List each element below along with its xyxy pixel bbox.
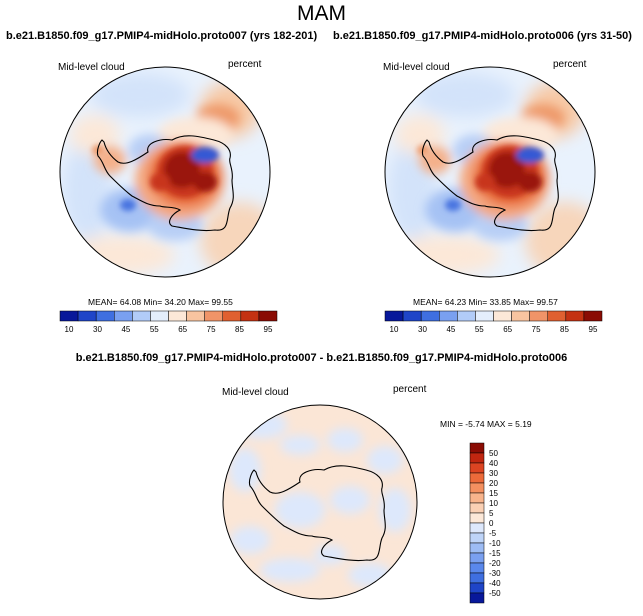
right-panel-title: b.e21.B1850.f09_g17.PMIP4-midHolo.proto0…: [333, 30, 632, 42]
diff-colorbar-tick-label: 40: [489, 459, 498, 468]
diff-colorbar-tick-label: -50: [489, 589, 501, 598]
right-colorbar-tick-label: 10: [390, 325, 399, 334]
right-colorbar-tick-label: 75: [532, 325, 541, 334]
left-stats: MEAN= 64.08 Min= 34.20 Max= 99.55: [88, 297, 233, 307]
right-colorbar-swatch: [402, 310, 422, 322]
diff-colorbar-swatch: [469, 582, 485, 594]
diff-panel-title: b.e21.B1850.f09_g17.PMIP4-midHolo.proto0…: [75, 352, 568, 364]
diff-colorbar-swatch: [469, 522, 485, 534]
right-colorbar-swatch: [547, 310, 567, 322]
left-colorbar-swatch: [150, 310, 169, 322]
right-map-field: [385, 67, 595, 277]
right-colorbar: 10 30 45 55 65 75 85 95: [384, 310, 603, 334]
diff-colorbar-swatch: [469, 452, 485, 464]
left-colorbar-tick-label: 30: [93, 325, 102, 334]
left-colorbar-swatch: [132, 310, 151, 322]
diff-variable-label: Mid-level cloud: [222, 387, 289, 398]
left-antarctica-coastline: [96, 135, 234, 232]
left-colorbar-tick-label: 65: [178, 325, 187, 334]
left-colorbar-tick-label: 95: [264, 325, 273, 334]
diff-colorbar-tick-label: 0: [489, 519, 494, 528]
diff-colorbar-swatch: [469, 532, 485, 544]
right-colorbar-swatch: [475, 310, 494, 322]
left-colorbar-swatch: [258, 310, 278, 322]
right-antarctica-coastline: [421, 135, 559, 232]
right-colorbar-swatch: [511, 310, 530, 322]
diff-colorbar-swatch: [469, 562, 485, 574]
right-colorbar-swatch: [493, 310, 512, 322]
page-title: MAM: [297, 2, 346, 25]
left-colorbar-swatch: [77, 310, 97, 322]
diff-colorbar-swatch: [469, 472, 485, 484]
right-colorbar-tick-label: 30: [418, 325, 427, 334]
left-colorbar-swatch: [240, 310, 260, 322]
right-variable-label: Mid-level cloud: [383, 62, 450, 73]
left-colorbar-swatch: [204, 310, 224, 322]
diff-colorbar-tick-label: -15: [489, 549, 501, 558]
right-colorbar-tick-label: 85: [560, 325, 569, 334]
right-colorbar-swatch: [457, 310, 476, 322]
diff-colorbar-tick-label: 30: [489, 469, 498, 478]
left-variable-label: Mid-level cloud: [58, 62, 125, 73]
left-panel-title: b.e21.B1850.f09_g17.PMIP4-midHolo.proto0…: [6, 30, 318, 42]
diff-units-label: percent: [393, 384, 427, 395]
diff-colorbar-tick-label: 15: [489, 489, 498, 498]
diff-colorbar-swatch: [469, 502, 485, 514]
diff-map-field: [223, 405, 417, 599]
right-stats: MEAN= 64.23 Min= 33.85 Max= 99.57: [413, 297, 558, 307]
left-colorbar-swatch: [59, 310, 79, 322]
diff-colorbar-swatch: [469, 462, 485, 474]
diff-colorbar-tick-label: -30: [489, 569, 501, 578]
diff-colorbar-swatch: [469, 492, 485, 504]
left-colorbar-swatch: [95, 310, 115, 322]
left-colorbar-swatch: [168, 310, 187, 322]
right-colorbar-tick-label: 95: [589, 325, 598, 334]
diff-colorbar-swatch: [469, 512, 485, 524]
diff-colorbar-tick-label: 20: [489, 479, 498, 488]
left-colorbar: 10 30 45 55 65 75 85 95: [59, 310, 278, 334]
left-colorbar-tick-label: 55: [150, 325, 159, 334]
right-colorbar-tick-label: 45: [446, 325, 455, 334]
diff-colorbar-tick-label: -40: [489, 579, 501, 588]
left-map-field: [60, 67, 270, 277]
left-colorbar-tick-label: 45: [121, 325, 130, 334]
diff-colorbar-swatch: [469, 442, 485, 454]
left-colorbar-tick-label: 75: [207, 325, 216, 334]
diff-colorbar-swatch: [469, 542, 485, 554]
right-colorbar-tick-label: 55: [475, 325, 484, 334]
diff-colorbar-tick-label: -20: [489, 559, 501, 568]
right-colorbar-swatch: [565, 310, 585, 322]
diff-antarctica-coastline: [248, 465, 386, 562]
right-colorbar-swatch: [583, 310, 603, 322]
left-colorbar-tick-label: 10: [65, 325, 74, 334]
diff-colorbar-swatch: [469, 552, 485, 564]
right-units-label: percent: [553, 59, 587, 70]
left-colorbar-swatch: [186, 310, 205, 322]
diff-colorbar-tick-label: 50: [489, 449, 498, 458]
diff-stats: MIN = -5.74 MAX = 5.19: [440, 419, 532, 429]
diff-colorbar-tick-label: -10: [489, 539, 501, 548]
diff-colorbar-swatch: [469, 572, 485, 584]
right-colorbar-tick-label: 65: [503, 325, 512, 334]
left-colorbar-swatch: [222, 310, 242, 322]
right-colorbar-swatch: [529, 310, 549, 322]
left-units-label: percent: [228, 59, 262, 70]
diff-colorbar-tick-label: 10: [489, 499, 498, 508]
diff-colorbar-tick-label: 5: [489, 509, 494, 518]
left-colorbar-swatch: [114, 310, 133, 322]
left-colorbar-tick-label: 85: [235, 325, 244, 334]
right-colorbar-swatch: [420, 310, 440, 322]
right-colorbar-swatch: [384, 310, 404, 322]
diff-colorbar-swatch: [469, 482, 485, 494]
diff-colorbar-swatch: [469, 592, 485, 604]
right-colorbar-swatch: [439, 310, 458, 322]
diff-colorbar-tick-label: -5: [489, 529, 497, 538]
